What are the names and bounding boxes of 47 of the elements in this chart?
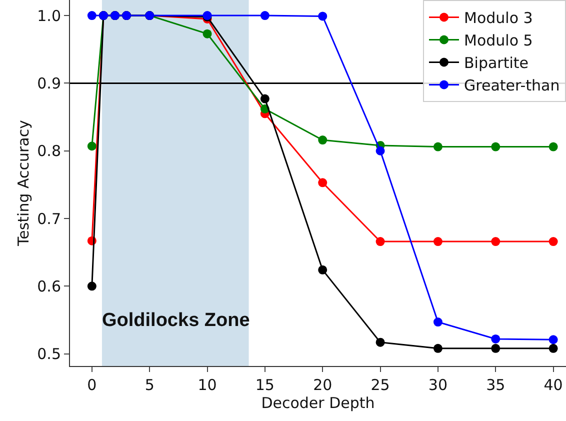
annotation: Goldilocks Zone bbox=[102, 310, 250, 331]
point bbox=[87, 11, 96, 20]
point bbox=[491, 334, 500, 344]
point bbox=[318, 178, 328, 188]
legend-label: Bipartite bbox=[464, 54, 528, 72]
y-tick-label: 1.0 bbox=[37, 6, 61, 25]
point bbox=[491, 142, 500, 152]
point bbox=[433, 142, 442, 152]
x-tick-label: 5 bbox=[144, 376, 154, 394]
point bbox=[318, 136, 328, 145]
x-tick-label: 15 bbox=[255, 376, 274, 394]
point bbox=[260, 11, 270, 20]
point bbox=[548, 237, 558, 246]
point bbox=[376, 146, 385, 156]
x-tick-label: 0 bbox=[87, 376, 97, 394]
point bbox=[491, 344, 500, 353]
y-axis-title: Testing Accuracy bbox=[14, 120, 32, 247]
x-tick-label: 10 bbox=[198, 376, 217, 394]
point bbox=[433, 237, 442, 246]
y-tick-label: 0.7 bbox=[37, 210, 61, 228]
x-tick-label: 20 bbox=[313, 376, 332, 394]
legend-label: Greater-than bbox=[464, 76, 560, 95]
point bbox=[433, 344, 442, 353]
x-axis-title: Decoder Depth bbox=[261, 394, 375, 412]
x-tick-label: 35 bbox=[486, 376, 506, 394]
point bbox=[87, 282, 96, 291]
point bbox=[202, 29, 212, 38]
point bbox=[318, 12, 328, 21]
point bbox=[491, 237, 500, 246]
point bbox=[548, 344, 558, 353]
point bbox=[548, 335, 558, 344]
point bbox=[376, 338, 385, 347]
x-tick-label: 40 bbox=[544, 376, 563, 394]
y-tick-label: 0.8 bbox=[37, 142, 61, 160]
x-tick-label: 30 bbox=[428, 376, 448, 394]
point bbox=[318, 265, 328, 274]
legend-label: Modulo 3 bbox=[464, 9, 533, 28]
y-tick-label: 0.5 bbox=[37, 345, 61, 364]
x-tick-label: 25 bbox=[370, 376, 390, 394]
y-tick-label: 0.6 bbox=[37, 277, 61, 296]
point bbox=[548, 142, 558, 152]
point bbox=[376, 237, 385, 246]
point bbox=[433, 318, 442, 327]
point bbox=[87, 142, 96, 151]
point bbox=[260, 94, 270, 104]
y-tick-label: 0.9 bbox=[37, 74, 61, 92]
legend-label: Modulo 5 bbox=[464, 32, 533, 50]
